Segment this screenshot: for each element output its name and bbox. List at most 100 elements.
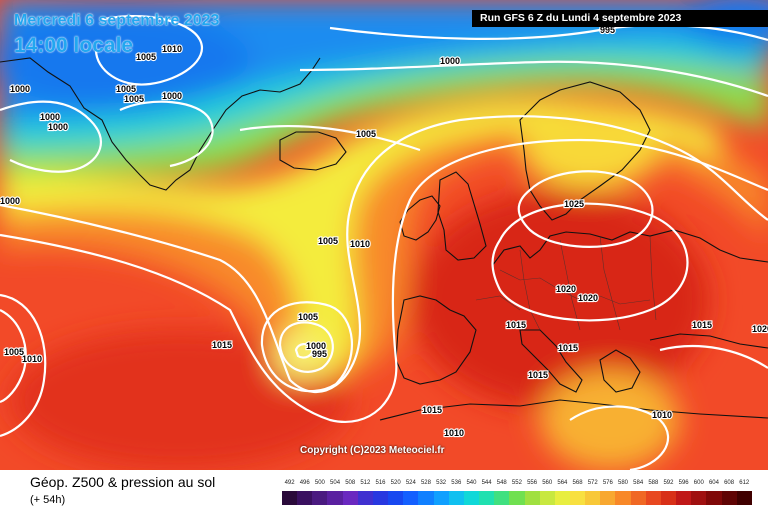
scale-swatch <box>433 491 449 505</box>
italy-coast <box>519 329 583 393</box>
color-scale: 492 496 500 504 508 512 516 520 524 528 532 536 540 5… <box>282 478 752 510</box>
scale-tick-label: 588 <box>648 480 659 486</box>
pressure-label: 1010 <box>162 44 182 54</box>
scale-tick-label: 580 <box>618 480 629 486</box>
pressure-label: 1015 <box>692 320 712 330</box>
pressure-label: 1010 <box>652 410 672 420</box>
scale-tick-label: 572 <box>587 480 598 486</box>
scale-tick-label: 508 <box>345 480 356 486</box>
pressure-label: 1010 <box>444 428 464 438</box>
scale-tick-label: 568 <box>572 480 583 486</box>
pressure-label: 1015 <box>558 343 578 353</box>
scale-tick-label: 524 <box>405 480 416 486</box>
isobar-1005-mid <box>239 124 421 152</box>
scale-tick-label: 612 <box>739 480 750 486</box>
scale-swatch <box>645 491 661 505</box>
scale-tick-label: 608 <box>724 480 735 486</box>
scale-tick-label: 496 <box>299 480 310 486</box>
pressure-label: 1005 <box>124 94 144 104</box>
pressure-label: 1010 <box>350 239 370 249</box>
pressure-label: 1015 <box>212 340 232 350</box>
scale-swatch <box>676 491 692 505</box>
isobar-1005-greenland <box>119 100 214 168</box>
scale-swatch <box>691 491 707 505</box>
border-line <box>475 295 521 311</box>
isobar-1010-se <box>569 405 670 470</box>
north-africa-coast <box>379 399 768 421</box>
pressure-label: 1000 <box>10 84 30 94</box>
scale-swatch <box>736 491 752 505</box>
pressure-label: 1020 <box>578 293 598 303</box>
scale-tick-label: 528 <box>420 480 431 486</box>
scale-swatch <box>297 491 313 505</box>
scale-tick-label: 560 <box>542 480 553 486</box>
isobar-995-north <box>329 23 768 42</box>
scale-tick-label: 576 <box>602 480 613 486</box>
scale-swatch <box>403 491 419 505</box>
isobar-1010-north <box>94 14 203 86</box>
scale-swatch <box>479 491 495 505</box>
forecast-step: (+ 54h) <box>30 494 66 506</box>
pressure-label: 1005 <box>136 52 156 62</box>
scale-tick-label: 600 <box>693 480 704 486</box>
isobar-1015 <box>0 138 768 423</box>
scale-tick-label: 520 <box>390 480 401 486</box>
border-line <box>499 269 651 305</box>
scale-tick-label: 516 <box>375 480 386 486</box>
legend-footer: Géop. Z500 & pression au sol (+ 54h) 492… <box>0 470 768 512</box>
scale-swatch <box>706 491 722 505</box>
north-europe-coast <box>491 229 768 267</box>
scale-swatch <box>463 491 480 505</box>
pressure-label: 1015 <box>528 370 548 380</box>
scale-swatch <box>615 491 631 505</box>
pressure-label: 1010 <box>22 354 42 364</box>
isobar-1010-sw <box>0 309 27 404</box>
scale-swatch <box>554 491 570 505</box>
pressure-label: 1005 <box>318 236 338 246</box>
scale-tick-label: 536 <box>451 480 462 486</box>
greenland-coast <box>0 57 321 191</box>
color-scale-swatches <box>282 491 752 505</box>
scale-swatch <box>630 491 646 505</box>
scale-tick-label: 540 <box>466 480 477 486</box>
isobar-1010 <box>0 115 768 393</box>
black-sea-coast <box>649 333 768 349</box>
scale-swatch <box>660 491 677 505</box>
chart-caption: Géop. Z500 & pression au sol <box>30 474 216 490</box>
pressure-label: 1000 <box>0 196 20 206</box>
isobar-1015-east <box>659 344 768 369</box>
scale-swatch <box>388 491 404 505</box>
scale-swatch <box>509 491 525 505</box>
scale-swatch <box>342 491 358 505</box>
scale-swatch <box>600 491 616 505</box>
scale-swatch <box>524 491 540 505</box>
scale-tick-label: 584 <box>633 480 644 486</box>
pressure-label: 1000 <box>40 112 60 122</box>
scale-tick-label: 552 <box>511 480 522 486</box>
iceland-coast <box>279 131 347 171</box>
scale-swatch <box>494 491 510 505</box>
pressure-label: 1020 <box>556 284 576 294</box>
scale-swatch <box>539 491 555 505</box>
scale-swatch <box>569 491 586 505</box>
isobar-1000-west <box>0 100 102 173</box>
isobars <box>0 14 768 470</box>
pressure-label: 1015 <box>422 405 442 415</box>
isobar-1000-north <box>299 60 768 98</box>
pressure-label: 995 <box>312 349 327 359</box>
isobar-low-1005 <box>260 301 354 393</box>
pressure-label: 1005 <box>4 347 24 357</box>
isobar-low-995 <box>294 343 314 359</box>
pressure-label: 1025 <box>564 199 584 209</box>
pressure-label: 1000 <box>48 122 68 132</box>
pressure-label: 1005 <box>298 312 318 322</box>
pressure-label: 1020 <box>752 324 768 334</box>
copyright-notice: Copyright (C)2023 Meteociel.fr <box>300 445 445 456</box>
ireland-coast <box>399 195 441 241</box>
britain-coast <box>437 171 487 261</box>
scale-tick-label: 500 <box>314 480 325 486</box>
pressure-label: 1000 <box>306 341 326 351</box>
pressure-labels: 1010 1005 1005 1005 1000 1000 1000 1000 … <box>0 24 768 439</box>
border-line <box>559 239 581 331</box>
